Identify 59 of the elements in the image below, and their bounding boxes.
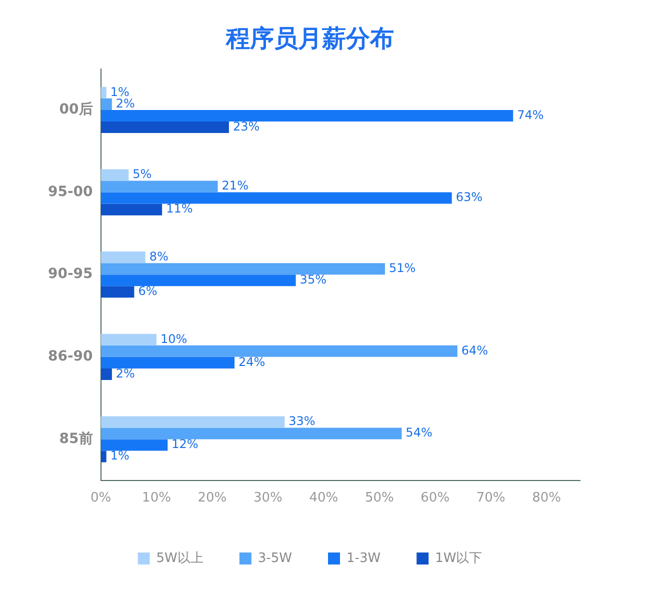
bar	[100, 356, 235, 368]
y-tick-label: 95-00	[48, 184, 94, 200]
data-label: 51%	[388, 260, 416, 275]
x-tick-label: 70%	[476, 490, 506, 506]
y-tick-label: 86-90	[48, 348, 94, 365]
legend-label: 5W以上	[156, 550, 204, 566]
data-label: 64%	[461, 343, 488, 358]
data-label: 54%	[406, 426, 432, 440]
legend-label: 1-3W	[346, 550, 381, 566]
data-label: 1%	[110, 84, 130, 99]
legend-label: 1W以下	[435, 550, 482, 566]
data-label: 23%	[232, 119, 260, 134]
y-tick-label: 00后	[59, 100, 93, 118]
bar	[100, 334, 156, 346]
bar	[100, 121, 229, 134]
data-label: 21%	[222, 178, 248, 193]
bar	[100, 204, 162, 216]
data-label: 5%	[132, 167, 152, 182]
bar	[100, 263, 385, 275]
bar	[100, 428, 402, 440]
bar	[100, 169, 129, 181]
x-tick-label: 0%	[90, 490, 112, 506]
bar	[100, 252, 146, 264]
data-label: 33%	[288, 414, 316, 428]
x-tick-label: 30%	[253, 490, 282, 506]
data-label: 11%	[166, 202, 193, 216]
x-tick-label: 20%	[198, 490, 227, 506]
bar	[100, 110, 514, 122]
data-label: 74%	[517, 108, 544, 122]
data-label: 24%	[238, 354, 266, 369]
data-label: 35%	[300, 272, 326, 286]
bar	[100, 274, 296, 286]
data-label: 1%	[110, 448, 130, 463]
data-label: 10%	[160, 332, 188, 346]
x-tick-label: 50%	[364, 490, 394, 506]
data-label: 2%	[116, 96, 135, 110]
bar	[100, 416, 285, 428]
bar	[100, 98, 112, 110]
bar	[100, 368, 112, 380]
bar	[100, 345, 458, 357]
bar	[100, 450, 106, 462]
x-tick-label: 60%	[420, 490, 450, 506]
chart-title: 程序员月薪分布	[225, 24, 394, 53]
bar	[100, 439, 168, 451]
x-tick-label: 10%	[142, 490, 171, 506]
data-label: 8%	[149, 249, 168, 264]
bar	[100, 180, 218, 192]
y-tick-label: 90-95	[48, 266, 93, 282]
bar	[100, 286, 134, 298]
bar	[100, 86, 106, 98]
data-label: 12%	[172, 437, 198, 452]
data-label: 2%	[116, 366, 135, 380]
data-label: 6%	[138, 284, 158, 298]
bar	[100, 192, 452, 204]
data-label: 63%	[456, 190, 483, 204]
legend-label: 3-5W	[258, 550, 292, 566]
y-tick-label: 85前	[59, 430, 93, 447]
x-tick-label: 40%	[309, 490, 338, 506]
x-tick-label: 80%	[532, 490, 562, 506]
